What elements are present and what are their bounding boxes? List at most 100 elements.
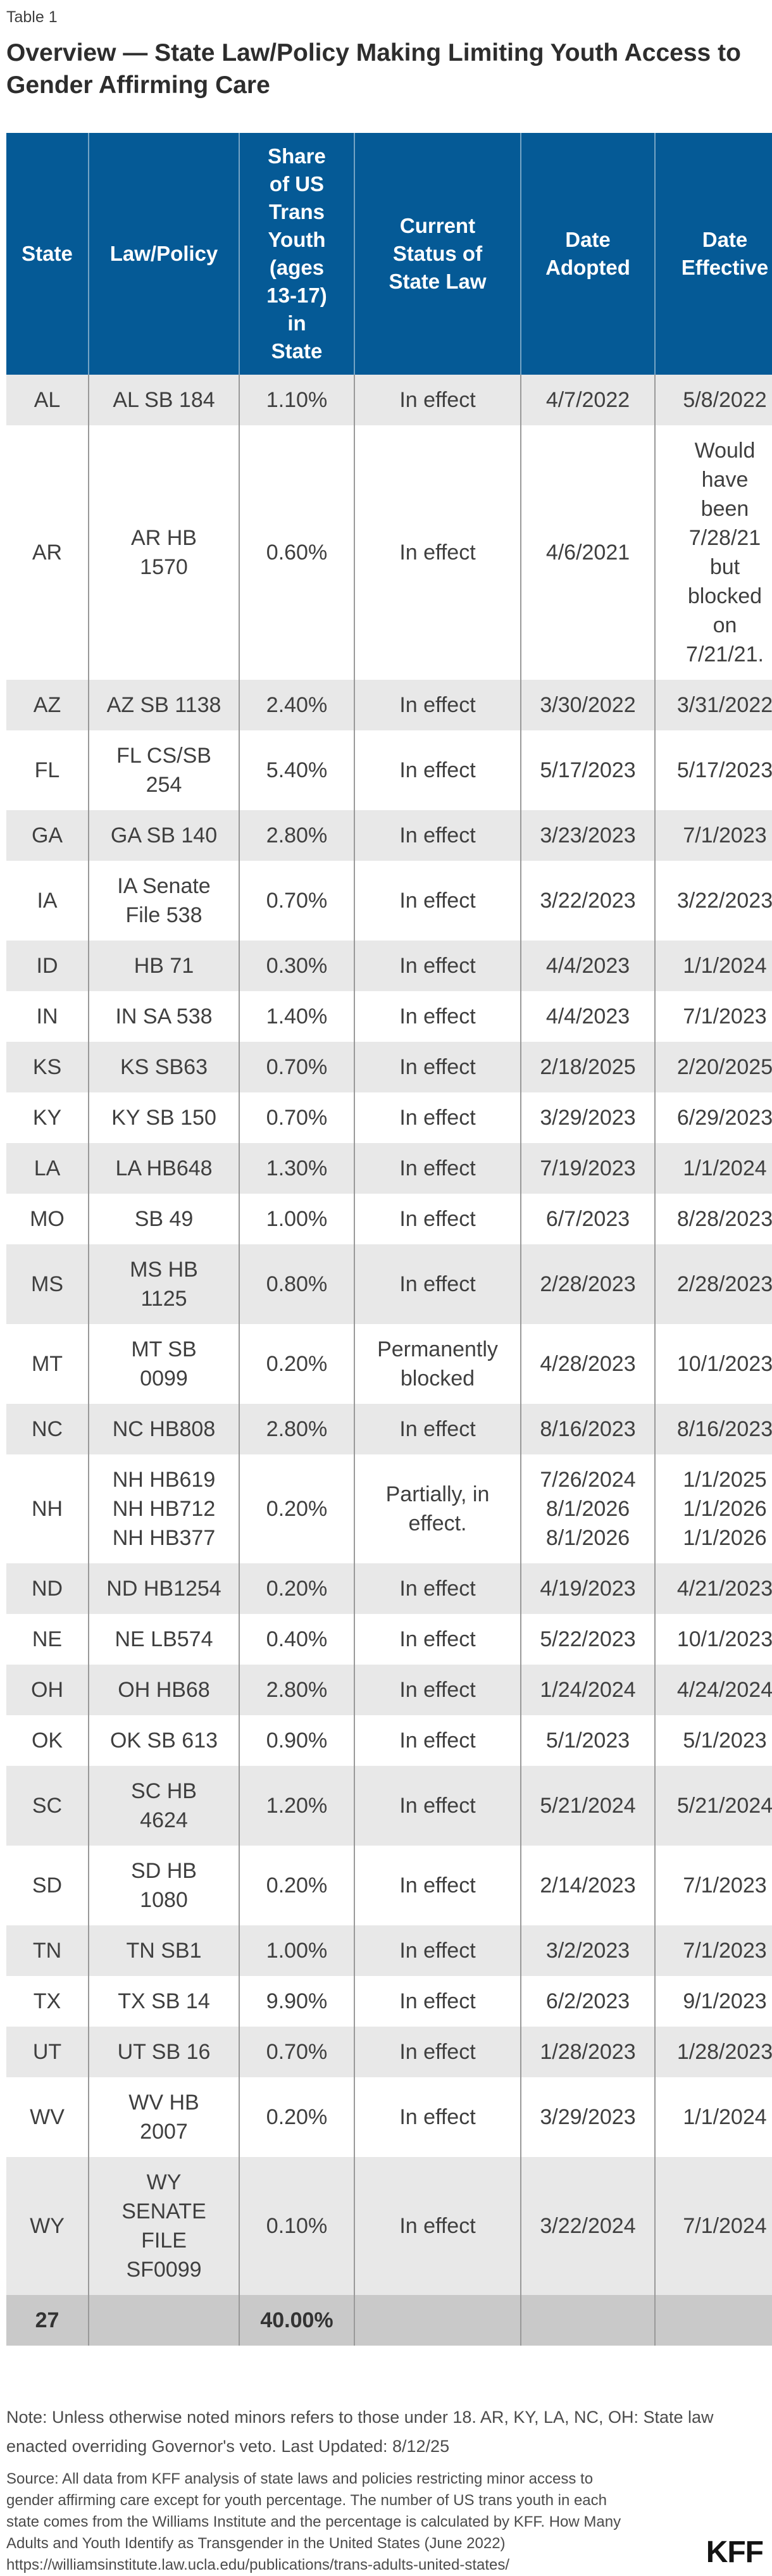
cell-state: LA bbox=[6, 1143, 89, 1194]
cell-state: SD bbox=[6, 1846, 89, 1925]
cell-adopted: 3/29/2023 bbox=[520, 2077, 655, 2157]
cell-law: IA Senate File 538 bbox=[88, 861, 239, 941]
table-row: KY KY SB 150 0.70% In effect 3/29/2023 6/29/2… bbox=[6, 1092, 772, 1143]
col-header-date-adopted: Date Adopted bbox=[520, 133, 655, 375]
cell-effective: 1/1/2024 bbox=[654, 941, 772, 991]
total-law-empty bbox=[88, 2295, 239, 2346]
cell-adopted: 3/30/2022 bbox=[520, 680, 655, 730]
cell-share: 0.70% bbox=[239, 1042, 354, 1092]
cell-effective: 7/1/2024 bbox=[654, 2157, 772, 2295]
cell-share: 1.20% bbox=[239, 1766, 354, 1846]
table-row: MO SB 49 1.00% In effect 6/7/2023 8/28/2023 bbox=[6, 1194, 772, 1244]
cell-state: MT bbox=[6, 1324, 89, 1404]
cell-adopted: 6/7/2023 bbox=[520, 1194, 655, 1244]
cell-share: 0.70% bbox=[239, 2027, 354, 2077]
cell-adopted: 3/23/2023 bbox=[520, 810, 655, 861]
cell-law: WY SENATE FILE SF0099 bbox=[88, 2157, 239, 2295]
cell-status: In effect bbox=[354, 1665, 521, 1715]
cell-adopted: 6/2/2023 bbox=[520, 1976, 655, 2027]
cell-share: 0.30% bbox=[239, 941, 354, 991]
cell-share: 0.20% bbox=[239, 1324, 354, 1404]
cell-status: In effect bbox=[354, 1614, 521, 1665]
cell-effective: 1/28/2023 bbox=[654, 2027, 772, 2077]
cell-status: In effect bbox=[354, 1715, 521, 1766]
cell-state: AL bbox=[6, 375, 89, 425]
cell-status: In effect bbox=[354, 2157, 521, 2295]
cell-share: 0.40% bbox=[239, 1614, 354, 1665]
cell-effective: 7/1/2023 bbox=[654, 991, 772, 1042]
cell-status: In effect bbox=[354, 1404, 521, 1454]
table-row: ND ND HB1254 0.20% In effect 4/19/2023 4/21/2… bbox=[6, 1563, 772, 1614]
cell-law: IN SA 538 bbox=[88, 991, 239, 1042]
cell-state: IA bbox=[6, 861, 89, 941]
cell-state: ID bbox=[6, 941, 89, 991]
cell-adopted: 7/26/2024 8/1/2026 8/1/2026 bbox=[520, 1454, 655, 1563]
col-header-date-effective: Date Effective bbox=[654, 133, 772, 375]
cell-effective: 3/22/2023 bbox=[654, 861, 772, 941]
cell-state: OH bbox=[6, 1665, 89, 1715]
table-row: LA LA HB648 1.30% In effect 7/19/2023 1/1/202… bbox=[6, 1143, 772, 1194]
cell-state: AR bbox=[6, 425, 89, 680]
cell-state: WV bbox=[6, 2077, 89, 2157]
cell-adopted: 4/7/2022 bbox=[520, 375, 655, 425]
cell-state: IN bbox=[6, 991, 89, 1042]
cell-law: NE LB574 bbox=[88, 1614, 239, 1665]
table-row: OK OK SB 613 0.90% In effect 5/1/2023 5/1/202… bbox=[6, 1715, 772, 1766]
table-row: WV WV HB 2007 0.20% In effect 3/29/2023 1/1/2… bbox=[6, 2077, 772, 2157]
cell-status: In effect bbox=[354, 1766, 521, 1846]
cell-effective: 5/8/2022 bbox=[654, 375, 772, 425]
table-label: Table 1 bbox=[6, 8, 58, 26]
cell-status: Partially, in effect. bbox=[354, 1454, 521, 1563]
header-row: State Law/Policy Share of US Trans Youth… bbox=[6, 133, 772, 375]
total-row: 27 40.00% bbox=[6, 2295, 772, 2346]
kff-logo: KFF bbox=[706, 2535, 764, 2569]
table-row: MT MT SB 0099 0.20% Permanently blocked 4/28… bbox=[6, 1324, 772, 1404]
table-row: UT UT SB 16 0.70% In effect 1/28/2023 1/28/20… bbox=[6, 2027, 772, 2077]
cell-law: LA HB648 bbox=[88, 1143, 239, 1194]
note-text: Note: Unless otherwise noted minors refe… bbox=[6, 2408, 714, 2456]
state-table: State Law/Policy Share of US Trans Youth… bbox=[6, 133, 772, 2346]
cell-status: In effect bbox=[354, 680, 521, 730]
cell-status: In effect bbox=[354, 425, 521, 680]
cell-effective: 2/28/2023 bbox=[654, 1244, 772, 1324]
col-header-share-trans-youth: Share of US Trans Youth (ages 13-17) in … bbox=[239, 133, 354, 375]
cell-share: 0.20% bbox=[239, 1846, 354, 1925]
cell-share: 0.20% bbox=[239, 1563, 354, 1614]
source-link[interactable]: https://williamsinstitute.law.ucla.edu/p… bbox=[6, 2556, 510, 2573]
col-header-law-policy: Law/Policy bbox=[88, 133, 239, 375]
cell-adopted: 7/19/2023 bbox=[520, 1143, 655, 1194]
table-row: TX TX SB 14 9.90% In effect 6/2/2023 9/1/2023 bbox=[6, 1976, 772, 2027]
table-container: State Law/Policy Share of US Trans Youth… bbox=[6, 133, 772, 2346]
cell-share: 2.80% bbox=[239, 1404, 354, 1454]
table-row: AR AR HB 1570 0.60% In effect 4/6/2021 Would … bbox=[6, 425, 772, 680]
cell-adopted: 3/22/2024 bbox=[520, 2157, 655, 2295]
cell-law: HB 71 bbox=[88, 941, 239, 991]
cell-effective: 9/1/2023 bbox=[654, 1976, 772, 2027]
total-status-empty bbox=[354, 2295, 521, 2346]
cell-effective: 5/17/2023 bbox=[654, 730, 772, 810]
cell-law: OK SB 613 bbox=[88, 1715, 239, 1766]
cell-law: FL CS/SB 254 bbox=[88, 730, 239, 810]
cell-state: GA bbox=[6, 810, 89, 861]
table-row: KS KS SB63 0.70% In effect 2/18/2025 2/20/202… bbox=[6, 1042, 772, 1092]
cell-law: SC HB 4624 bbox=[88, 1766, 239, 1846]
cell-state: SC bbox=[6, 1766, 89, 1846]
cell-share: 0.10% bbox=[239, 2157, 354, 2295]
cell-share: 0.80% bbox=[239, 1244, 354, 1324]
cell-adopted: 8/16/2023 bbox=[520, 1404, 655, 1454]
cell-law: WV HB 2007 bbox=[88, 2077, 239, 2157]
cell-share: 1.10% bbox=[239, 375, 354, 425]
table-row: IN IN SA 538 1.40% In effect 4/4/2023 7/1/202… bbox=[6, 991, 772, 1042]
page-title: Overview — State Law/Policy Making Limit… bbox=[6, 39, 741, 99]
cell-state: MO bbox=[6, 1194, 89, 1244]
cell-status: In effect bbox=[354, 1925, 521, 1976]
cell-state: TN bbox=[6, 1925, 89, 1976]
table-header: State Law/Policy Share of US Trans Youth… bbox=[6, 133, 772, 375]
cell-effective: 1/1/2024 bbox=[654, 2077, 772, 2157]
cell-effective: 5/21/2024 bbox=[654, 1766, 772, 1846]
table-row: TN TN SB1 1.00% In effect 3/2/2023 7/1/2023 bbox=[6, 1925, 772, 1976]
cell-status: In effect bbox=[354, 1194, 521, 1244]
cell-state: TX bbox=[6, 1976, 89, 2027]
cell-law: AL SB 184 bbox=[88, 375, 239, 425]
cell-status: In effect bbox=[354, 375, 521, 425]
